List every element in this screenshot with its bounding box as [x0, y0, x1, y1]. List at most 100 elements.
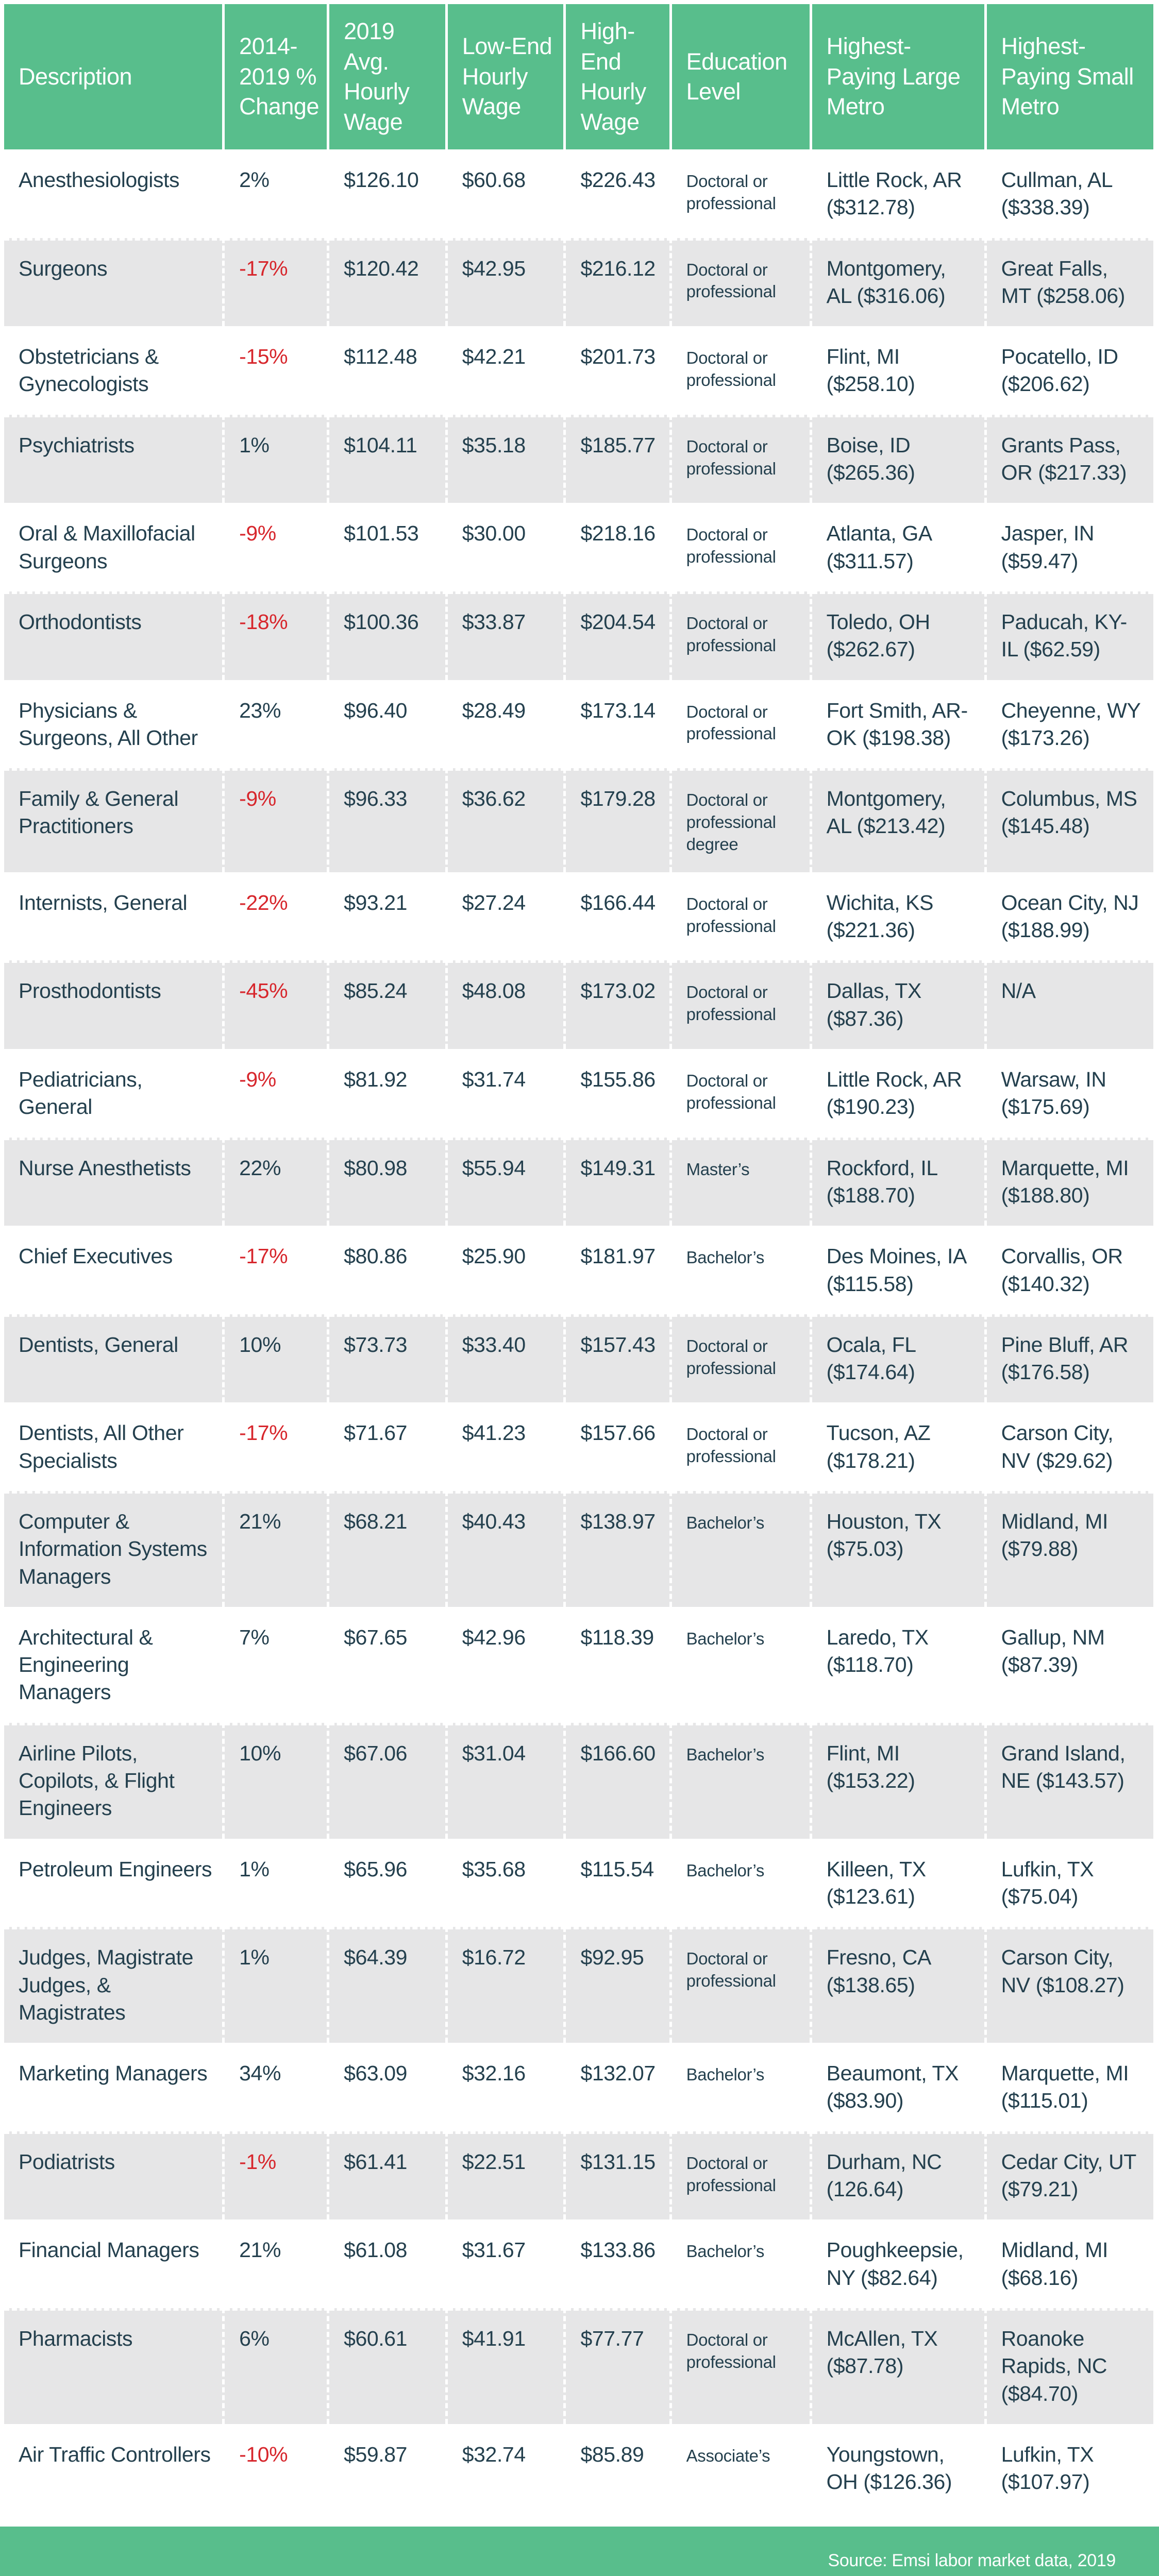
- cell-low-wage: $42.95: [447, 238, 566, 327]
- cell-low-wage: $32.74: [447, 2424, 566, 2513]
- cell-avg-wage: $80.98: [329, 1137, 448, 1226]
- cell-description: Internists, General: [4, 872, 225, 961]
- cell-small-metro: Cedar City, UT ($79.21): [986, 2131, 1153, 2220]
- cell-change: 1%: [225, 414, 330, 503]
- cell-large-metro: Laredo, TX ($118.70): [812, 1606, 987, 1723]
- cell-high-wage: $173.02: [566, 960, 672, 1049]
- cell-small-metro: Midland, MI ($79.88): [986, 1490, 1153, 1607]
- cell-low-wage: $48.08: [447, 960, 566, 1049]
- cell-description: Pediatricians, General: [4, 1049, 225, 1138]
- cell-large-metro: McAllen, TX ($87.78): [812, 2308, 987, 2424]
- cell-low-wage: $31.67: [447, 2219, 566, 2308]
- footer-bar: Source: Emsi labor market data, 2019: [0, 2527, 1159, 2576]
- cell-low-wage: $33.40: [447, 1314, 566, 1403]
- cell-change: 23%: [225, 680, 330, 769]
- cell-education: Doctoral or professional: [671, 238, 812, 327]
- cell-low-wage: $28.49: [447, 680, 566, 769]
- cell-description: Prosthodontists: [4, 960, 225, 1049]
- cell-high-wage: $149.31: [566, 1137, 672, 1226]
- cell-education: Bachelor’s: [671, 1838, 812, 1927]
- cell-large-metro: Poughkeepsie, NY ($82.64): [812, 2219, 987, 2308]
- cell-small-metro: Columbus, MS ($145.48): [986, 768, 1153, 872]
- cell-small-metro: Cullman, AL ($338.39): [986, 149, 1153, 238]
- cell-education: Bachelor’s: [671, 2219, 812, 2308]
- cell-education: Bachelor’s: [671, 2043, 812, 2131]
- cell-large-metro: Killeen, TX ($123.61): [812, 1838, 987, 1927]
- cell-high-wage: $157.43: [566, 1314, 672, 1403]
- cell-description: Pharmacists: [4, 2308, 225, 2424]
- table-row: Dentists, All Other Specialists -17% $71.6…: [4, 1402, 1153, 1491]
- table-row: Airline Pilots, Copilots, & Flight Engin…: [4, 1722, 1153, 1839]
- cell-low-wage: $31.74: [447, 1049, 566, 1138]
- cell-small-metro: Jasper, IN ($59.47): [986, 503, 1153, 591]
- cell-education: Doctoral or professional: [671, 591, 812, 680]
- cell-small-metro: Grants Pass, OR ($217.33): [986, 414, 1153, 503]
- cell-education: Bachelor’s: [671, 1722, 812, 1839]
- cell-high-wage: $201.73: [566, 326, 672, 415]
- cell-avg-wage: $120.42: [329, 238, 448, 327]
- cell-education: Doctoral or professional: [671, 1049, 812, 1138]
- cell-avg-wage: $61.08: [329, 2219, 448, 2308]
- cell-small-metro: Ocean City, NJ ($188.99): [986, 872, 1153, 961]
- cell-education: Doctoral or professional: [671, 680, 812, 769]
- cell-avg-wage: $85.24: [329, 960, 448, 1049]
- cell-description: Air Traffic Controllers: [4, 2424, 225, 2513]
- cell-large-metro: Little Rock, AR ($190.23): [812, 1049, 987, 1138]
- cell-high-wage: $133.86: [566, 2219, 672, 2308]
- cell-low-wage: $35.68: [447, 1838, 566, 1927]
- table-row: Pediatricians, General -9% $81.92 $31.74 $15…: [4, 1049, 1153, 1138]
- cell-change: 10%: [225, 1722, 330, 1839]
- cell-small-metro: Paducah, KY-IL ($62.59): [986, 591, 1153, 680]
- cell-high-wage: $118.39: [566, 1606, 672, 1723]
- cell-low-wage: $42.21: [447, 326, 566, 415]
- cell-low-wage: $22.51: [447, 2131, 566, 2220]
- table-row: Oral & Maxillofacial Surgeons -9% $101.53 $…: [4, 503, 1153, 591]
- cell-change: 21%: [225, 1490, 330, 1607]
- table-row: Petroleum Engineers 1% $65.96 $35.68 $115.54…: [4, 1838, 1153, 1927]
- cell-change: -9%: [225, 1049, 330, 1138]
- cell-change: -45%: [225, 960, 330, 1049]
- cell-change: 6%: [225, 2308, 330, 2424]
- cell-low-wage: $35.18: [447, 414, 566, 503]
- cell-large-metro: Des Moines, IA ($115.58): [812, 1226, 987, 1314]
- cell-high-wage: $218.16: [566, 503, 672, 591]
- column-header: Low-End Hourly Wage: [447, 4, 566, 149]
- cell-change: -9%: [225, 768, 330, 872]
- cell-avg-wage: $63.09: [329, 2043, 448, 2131]
- cell-education: Doctoral or professional: [671, 1927, 812, 2043]
- cell-small-metro: Gallup, NM ($87.39): [986, 1606, 1153, 1723]
- cell-low-wage: $42.96: [447, 1606, 566, 1723]
- cell-large-metro: Toledo, OH ($262.67): [812, 591, 987, 680]
- cell-small-metro: Lufkin, TX ($107.97): [986, 2424, 1153, 2513]
- cell-high-wage: $92.95: [566, 1927, 672, 2043]
- column-header: Education Level: [671, 4, 812, 149]
- cell-high-wage: $155.86: [566, 1049, 672, 1138]
- cell-description: Psychiatrists: [4, 414, 225, 503]
- table-row: Obstetricians & Gynecologists -15% $112.48…: [4, 326, 1153, 415]
- cell-education: Bachelor’s: [671, 1490, 812, 1607]
- cell-change: 21%: [225, 2219, 330, 2308]
- table-row: Internists, General -22% $93.21 $27.24 $166.…: [4, 872, 1153, 961]
- cell-avg-wage: $64.39: [329, 1927, 448, 2043]
- cell-large-metro: Houston, TX ($75.03): [812, 1490, 987, 1607]
- cell-change: -9%: [225, 503, 330, 591]
- cell-education: Doctoral or professional: [671, 2131, 812, 2220]
- cell-low-wage: $31.04: [447, 1722, 566, 1839]
- source-note: Source: Emsi labor market data, 2019: [828, 2551, 1116, 2571]
- cell-change: -1%: [225, 2131, 330, 2220]
- cell-education: Master’s: [671, 1137, 812, 1226]
- table-row: Financial Managers 21% $61.08 $31.67 $133.86…: [4, 2219, 1153, 2308]
- cell-low-wage: $25.90: [447, 1226, 566, 1314]
- cell-description: Oral & Maxillofacial Surgeons: [4, 503, 225, 591]
- table-row: Prosthodontists -45% $85.24 $48.08 $173.02 Do…: [4, 960, 1153, 1049]
- cell-small-metro: Pocatello, ID ($206.62): [986, 326, 1153, 415]
- cell-education: Bachelor’s: [671, 1226, 812, 1314]
- cell-large-metro: Fort Smith, AR-OK ($198.38): [812, 680, 987, 769]
- cell-description: Obstetricians & Gynecologists: [4, 326, 225, 415]
- cell-avg-wage: $61.41: [329, 2131, 448, 2220]
- cell-avg-wage: $68.21: [329, 1490, 448, 1607]
- table-body: Anesthesiologists 2% $126.10 $60.68 $226.43 D…: [4, 149, 1153, 2513]
- cell-description: Anesthesiologists: [4, 149, 225, 238]
- cell-low-wage: $41.23: [447, 1402, 566, 1491]
